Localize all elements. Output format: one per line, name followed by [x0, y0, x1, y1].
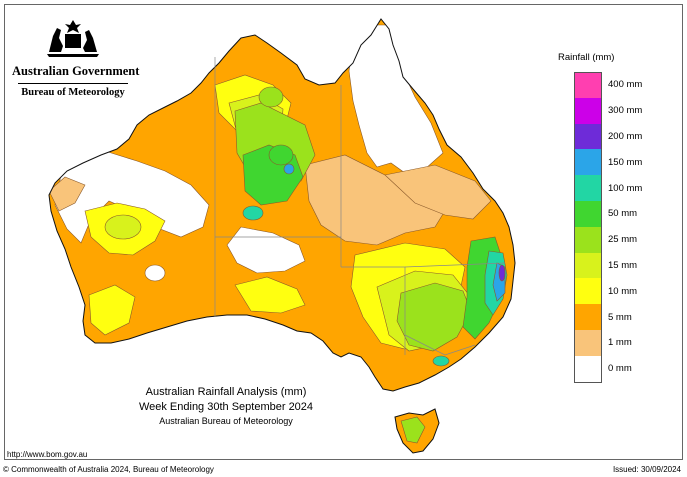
legend-swatch [574, 252, 602, 279]
rain-10mm-sa [234, 276, 306, 314]
light-rain-central [304, 154, 452, 246]
map-caption: Australian Rainfall Analysis (mm) Week E… [126, 386, 326, 426]
rain-25mm-east [396, 282, 472, 352]
coat-of-arms-icon [47, 20, 99, 57]
government-title: Australian Government [12, 64, 140, 78]
legend-swatch [574, 123, 602, 150]
legend-item: 50 mm [556, 200, 676, 227]
rain-100mm-victoria [432, 355, 450, 367]
rain-25mm-kimberley [258, 86, 284, 108]
legend-label: 50 mm [608, 208, 638, 220]
legend-item: 25 mm [556, 226, 676, 253]
legend-swatch [574, 97, 602, 124]
rain-150mm-nt [283, 163, 295, 175]
legend-label: 0 mm [608, 363, 632, 375]
legend-item: 150 mm [556, 149, 676, 176]
map-frame [4, 4, 683, 460]
rain-50mm-nt [268, 144, 294, 166]
light-rain-qld [384, 164, 492, 220]
legend-item: 5 mm [556, 304, 676, 330]
legend-swatch [574, 72, 602, 98]
legend-label: 1 mm [608, 337, 632, 349]
issued-date: Issued: 30/09/2024 [612, 465, 681, 474]
rain-15mm-west [104, 214, 142, 240]
legend-swatch [574, 175, 602, 201]
legend-label: 300 mm [608, 105, 643, 117]
legend-swatch [574, 226, 602, 253]
legend-item: 0 mm [556, 355, 676, 382]
legend-label: 10 mm [608, 285, 638, 297]
legend-item: 100 mm [556, 175, 676, 201]
border-qld-nsw [404, 262, 506, 268]
legend-label: 15 mm [608, 259, 638, 271]
website-link[interactable]: http://www.bom.gov.au [7, 450, 88, 459]
light-rain-wa-coast [49, 176, 86, 212]
copyright-notice: © Commonwealth of Australia 2024, Bureau… [3, 465, 214, 474]
legend-label: 25 mm [608, 234, 638, 246]
legend-swatch [574, 304, 602, 330]
rainfall-map [48, 18, 516, 454]
caption-source: Australian Bureau of Meteorology [159, 416, 293, 426]
legend-label: 400 mm [608, 79, 643, 91]
border-nsw-vic [404, 334, 476, 356]
caption-title: Australian Rainfall Analysis (mm) [145, 386, 307, 398]
australia-coastline [48, 18, 516, 392]
rainfall-field [49, 24, 508, 367]
state-borders [214, 57, 506, 356]
legend-swatch [574, 149, 602, 176]
tasmania-rain-25mm [400, 416, 426, 444]
rain-200mm-coast [498, 264, 506, 282]
legend-bottom-edge [574, 381, 602, 383]
legend-swatch [574, 355, 602, 382]
legend-label: 100 mm [608, 182, 643, 194]
rainfall-legend: Rainfall (mm) 400 mm 300 mm 200 mm 150 mm 10… [556, 52, 676, 383]
legend-label: 5 mm [608, 311, 632, 323]
legend-swatch [574, 329, 602, 356]
caption-period: Week Ending 30th September 2024 [138, 401, 314, 413]
dry-patch-wa [144, 264, 166, 282]
legend-swatch [574, 200, 602, 227]
rain-100mm-nt [242, 205, 264, 221]
legend-swatch [574, 278, 602, 305]
dry-region-wa [54, 150, 210, 244]
bureau-title: Bureau of Meteorology [21, 87, 125, 98]
legend-item: 15 mm [556, 252, 676, 279]
title-divider [18, 83, 128, 84]
legend-item: 10 mm [556, 278, 676, 305]
government-logo: Australian Government Bureau of Meteorol… [12, 18, 140, 98]
legend-item: 300 mm [556, 97, 676, 124]
legend-item: 400 mm [556, 72, 676, 98]
legend-title: Rainfall (mm) [558, 52, 615, 63]
legend-label: 200 mm [608, 130, 643, 142]
legend-item: 200 mm [556, 123, 676, 150]
legend-label: 150 mm [608, 156, 643, 168]
rain-10mm-southwest [88, 284, 136, 336]
legend-item: 1 mm [556, 329, 676, 356]
